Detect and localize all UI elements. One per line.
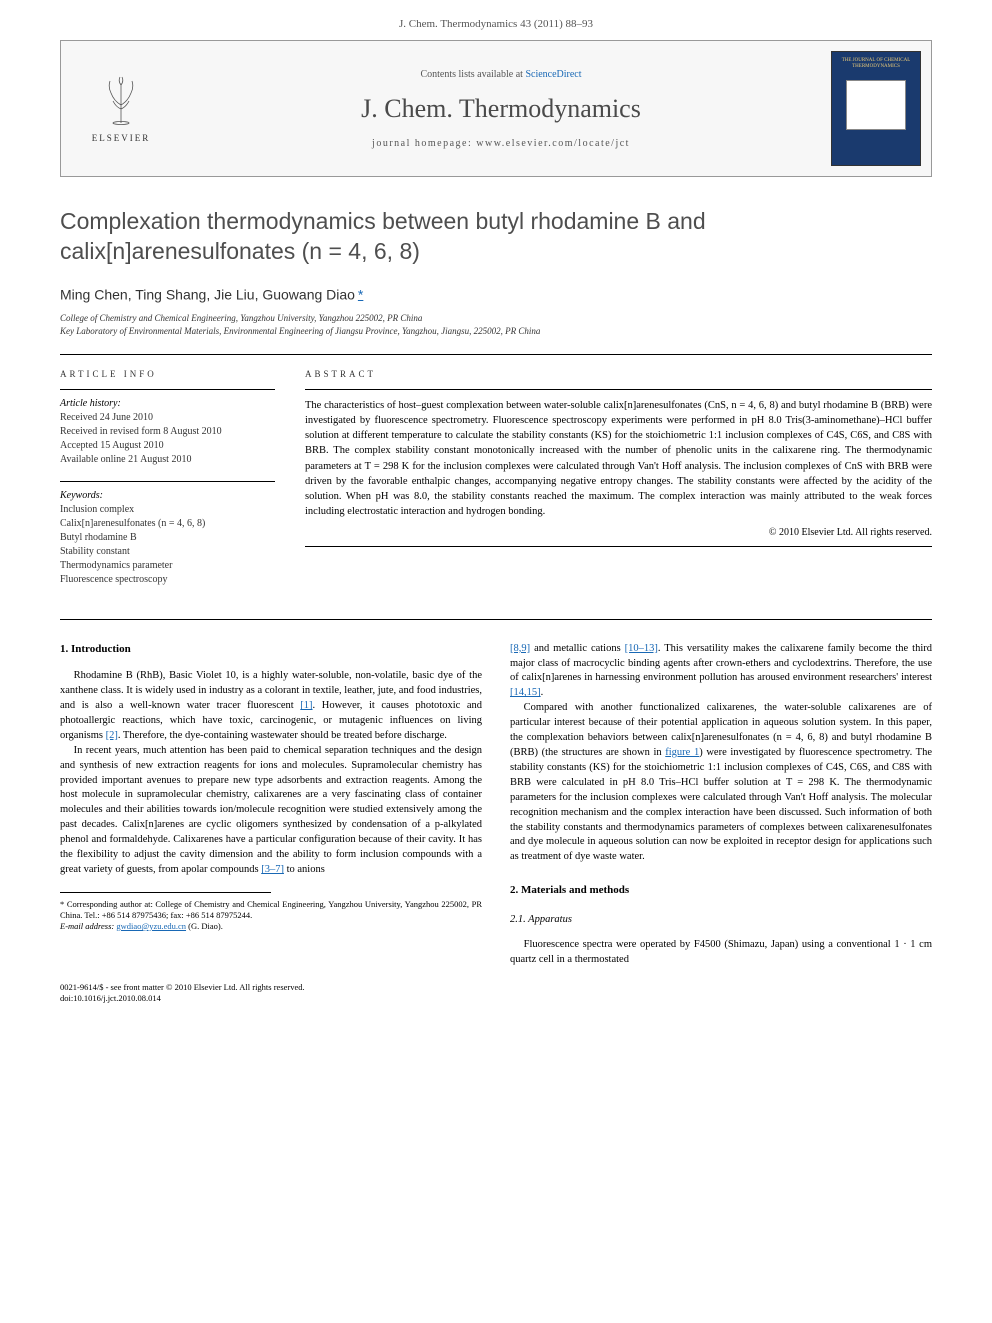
publisher-logo: ELSEVIER <box>61 63 181 155</box>
corresponding-footnote: * Corresponding author at: College of Ch… <box>60 899 482 921</box>
masthead-center: Contents lists available at ScienceDirec… <box>181 59 821 159</box>
elsevier-tree-icon <box>73 75 169 131</box>
author-list: Ming Chen, Ting Shang, Jie Liu, Guowang … <box>60 285 932 303</box>
paragraph: In recent years, much attention has been… <box>60 744 482 878</box>
divider <box>305 546 932 547</box>
doi-line: doi:10.1016/j.jct.2010.08.014 <box>60 993 932 1004</box>
running-head: J. Chem. Thermodynamics 43 (2011) 88–93 <box>0 0 992 40</box>
meta-abstract-row: ARTICLE INFO Article history: Received 2… <box>60 369 932 601</box>
cover-diagram-placeholder <box>846 80 906 130</box>
paragraph: Rhodamine B (RhB), Basic Violet 10, is a… <box>60 669 482 744</box>
article-info-column: ARTICLE INFO Article history: Received 2… <box>60 369 275 601</box>
affiliation-line: College of Chemistry and Chemical Engine… <box>60 312 932 325</box>
email-link[interactable]: gwdiao@yzu.edu.cn <box>116 921 186 931</box>
journal-short-title: J. Chem. Thermodynamics <box>181 94 821 124</box>
abstract-text: The characteristics of host–guest comple… <box>305 398 932 520</box>
section-heading: 1. Introduction <box>60 642 482 658</box>
journal-cover-thumb: THE JOURNAL OF CHEMICAL THERMODYNAMICS <box>831 51 921 166</box>
abstract-column: ABSTRACT The characteristics of host–gue… <box>305 369 932 601</box>
right-column: [8,9] and metallic cations [10–13]. This… <box>510 642 932 968</box>
ref-link[interactable]: [14,15] <box>510 687 541 698</box>
affiliations: College of Chemistry and Chemical Engine… <box>60 312 932 337</box>
body-columns: 1. Introduction Rhodamine B (RhB), Basic… <box>60 642 932 968</box>
divider <box>305 389 932 390</box>
journal-homepage: journal homepage: www.elsevier.com/locat… <box>181 138 821 149</box>
keyword: Stability constant <box>60 545 275 559</box>
ref-link[interactable]: [2] <box>106 730 118 741</box>
ref-link[interactable]: [1] <box>300 700 312 711</box>
divider <box>60 619 932 620</box>
email-footnote: E-mail address: gwdiao@yzu.edu.cn (G. Di… <box>60 921 482 932</box>
ref-link[interactable]: [10–13] <box>625 643 658 654</box>
paragraph: Fluorescence spectra were operated by F4… <box>510 938 932 968</box>
subsection-heading: 2.1. Apparatus <box>510 913 932 928</box>
keywords-label: Keywords: <box>60 490 275 501</box>
journal-masthead: ELSEVIER Contents lists available at Sci… <box>60 40 932 177</box>
keywords-block: Keywords: Inclusion complex Calix[n]aren… <box>60 490 275 587</box>
section-heading: 2. Materials and methods <box>510 883 932 899</box>
keyword: Thermodynamics parameter <box>60 559 275 573</box>
history-line: Available online 21 August 2010 <box>60 453 275 467</box>
article-info-heading: ARTICLE INFO <box>60 369 275 379</box>
abstract-copyright: © 2010 Elsevier Ltd. All rights reserved… <box>305 527 932 538</box>
front-matter-line: 0021-9614/$ - see front matter © 2010 El… <box>60 982 932 993</box>
footnote-separator <box>60 892 271 893</box>
doi-block: 0021-9614/$ - see front matter © 2010 El… <box>60 982 932 1004</box>
contents-line: Contents lists available at ScienceDirec… <box>181 69 821 80</box>
ref-link[interactable]: [8,9] <box>510 643 530 654</box>
divider <box>60 481 275 482</box>
affiliation-line: Key Laboratory of Environmental Material… <box>60 325 932 338</box>
left-column: 1. Introduction Rhodamine B (RhB), Basic… <box>60 642 482 968</box>
citation-text: J. Chem. Thermodynamics 43 (2011) 88–93 <box>399 18 593 30</box>
paragraph: [8,9] and metallic cations [10–13]. This… <box>510 642 932 702</box>
keyword: Inclusion complex <box>60 503 275 517</box>
history-label: Article history: <box>60 398 275 409</box>
divider <box>60 354 932 355</box>
article-title: Complexation thermodynamics between buty… <box>60 207 932 267</box>
history-line: Accepted 15 August 2010 <box>60 439 275 453</box>
corresponding-marker[interactable]: * <box>358 286 363 302</box>
publisher-name: ELSEVIER <box>73 133 169 143</box>
figure-link[interactable]: figure 1 <box>665 747 699 758</box>
keyword: Fluorescence spectroscopy <box>60 573 275 587</box>
history-block: Article history: Received 24 June 2010 R… <box>60 398 275 467</box>
sciencedirect-link[interactable]: ScienceDirect <box>525 69 581 80</box>
divider <box>60 389 275 390</box>
keyword: Butyl rhodamine B <box>60 531 275 545</box>
cover-title: THE JOURNAL OF CHEMICAL THERMODYNAMICS <box>832 52 920 76</box>
keyword: Calix[n]arenesulfonates (n = 4, 6, 8) <box>60 517 275 531</box>
history-line: Received in revised form 8 August 2010 <box>60 425 275 439</box>
paragraph: Compared with another functionalized cal… <box>510 701 932 865</box>
ref-link[interactable]: [3–7] <box>261 864 284 875</box>
history-line: Received 24 June 2010 <box>60 411 275 425</box>
abstract-heading: ABSTRACT <box>305 369 932 379</box>
